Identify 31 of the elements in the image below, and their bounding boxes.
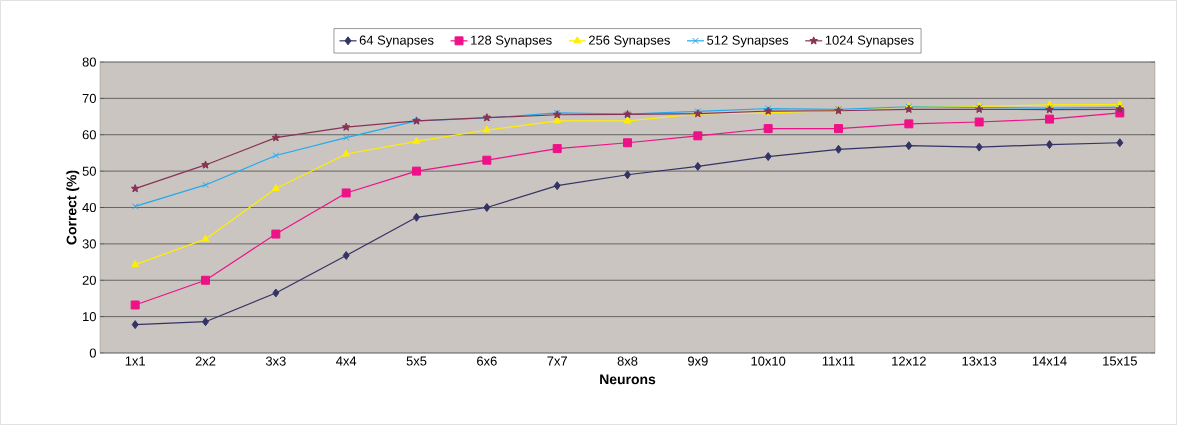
y-tick-label: 20 bbox=[82, 275, 96, 285]
x-tick-label: 14x14 bbox=[1032, 356, 1067, 366]
y-tick-label: 60 bbox=[82, 130, 96, 140]
legend-label: 64 Synapses bbox=[359, 35, 434, 48]
x-tick-label: 3x3 bbox=[265, 356, 286, 366]
y-tick-label: 70 bbox=[82, 93, 96, 103]
legend-label: 256 Synapses bbox=[589, 35, 670, 48]
x-tick-label: 5x5 bbox=[406, 356, 427, 366]
x-tick-label: 10x10 bbox=[751, 356, 786, 366]
legend-label: 1024 Synapses bbox=[825, 35, 914, 48]
y-tick-label: 30 bbox=[82, 239, 96, 249]
x-tick-label: 4x4 bbox=[336, 356, 357, 366]
x-tick-label: 1x1 bbox=[125, 356, 145, 366]
x-tick-label: 12x12 bbox=[892, 356, 926, 366]
legend-label: 128 Synapses bbox=[471, 35, 552, 48]
y-axis-title: Correct (%) bbox=[66, 170, 80, 245]
x-tick-label: 9x9 bbox=[688, 356, 708, 366]
x-tick-label: 6x6 bbox=[477, 356, 497, 366]
y-tick-label: 80 bbox=[82, 57, 96, 67]
y-tick-label: 10 bbox=[83, 312, 96, 322]
x-axis-title: Neurons bbox=[600, 374, 656, 385]
x-tick-label: 13x13 bbox=[962, 356, 997, 366]
x-tick-label: 2x2 bbox=[195, 356, 216, 366]
x-tick-label: 7x7 bbox=[547, 356, 567, 366]
y-tick-label: 50 bbox=[82, 166, 96, 176]
x-tick-label: 11x11 bbox=[822, 356, 855, 366]
y-tick-label: 0 bbox=[89, 348, 96, 358]
y-tick-label: 40 bbox=[82, 202, 96, 213]
legend-label: 512 Synapses bbox=[707, 35, 789, 48]
x-tick-label: 8x8 bbox=[617, 356, 638, 366]
x-tick-label: 15x15 bbox=[1103, 356, 1137, 366]
